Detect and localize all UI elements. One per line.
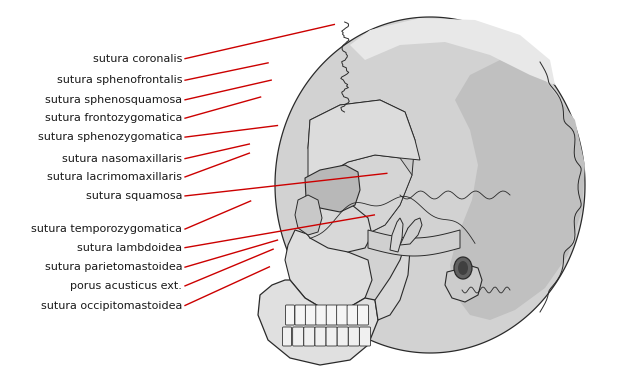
Polygon shape (445, 265, 482, 302)
Polygon shape (400, 218, 422, 245)
Polygon shape (375, 228, 410, 320)
FancyBboxPatch shape (282, 327, 291, 346)
Polygon shape (295, 195, 322, 235)
Text: sutura lacrimomaxillaris: sutura lacrimomaxillaris (48, 172, 182, 182)
Text: sutura sphenozygomatica: sutura sphenozygomatica (38, 132, 182, 142)
Text: sutura parietomastoidea: sutura parietomastoidea (45, 262, 182, 272)
Polygon shape (308, 100, 415, 235)
FancyBboxPatch shape (295, 305, 306, 325)
Text: sutura coronalis: sutura coronalis (93, 54, 182, 64)
Polygon shape (390, 218, 403, 252)
Polygon shape (305, 165, 360, 212)
FancyBboxPatch shape (326, 305, 338, 325)
Text: sutura temporozygomatica: sutura temporozygomatica (31, 224, 182, 234)
Text: sutura nasomaxillaris: sutura nasomaxillaris (62, 154, 182, 164)
Text: sutura squamosa: sutura squamosa (86, 191, 182, 201)
Text: sutura occipitomastoidea: sutura occipitomastoidea (41, 301, 182, 311)
FancyBboxPatch shape (304, 327, 315, 346)
Polygon shape (285, 230, 372, 310)
Ellipse shape (454, 257, 472, 279)
FancyBboxPatch shape (337, 305, 348, 325)
FancyBboxPatch shape (315, 327, 326, 346)
FancyBboxPatch shape (306, 305, 316, 325)
Polygon shape (275, 17, 585, 353)
FancyBboxPatch shape (338, 327, 348, 346)
FancyBboxPatch shape (286, 305, 294, 325)
Polygon shape (368, 230, 460, 256)
Text: porus acusticus ext.: porus acusticus ext. (71, 281, 182, 291)
FancyBboxPatch shape (347, 305, 358, 325)
Polygon shape (350, 18, 555, 85)
Text: sutura frontozygomatica: sutura frontozygomatica (45, 113, 182, 123)
FancyBboxPatch shape (292, 327, 304, 346)
Polygon shape (258, 280, 378, 365)
Polygon shape (308, 100, 420, 178)
FancyBboxPatch shape (348, 327, 359, 346)
FancyBboxPatch shape (357, 305, 369, 325)
FancyBboxPatch shape (359, 327, 371, 346)
Text: sutura sphenofrontalis: sutura sphenofrontalis (57, 75, 182, 85)
Polygon shape (308, 155, 412, 235)
Text: sutura lambdoidea: sutura lambdoidea (78, 243, 182, 253)
Text: sutura sphenosquamosa: sutura sphenosquamosa (45, 95, 182, 105)
FancyBboxPatch shape (326, 327, 337, 346)
Polygon shape (300, 200, 372, 252)
FancyBboxPatch shape (316, 305, 327, 325)
Ellipse shape (458, 261, 468, 275)
Polygon shape (450, 60, 585, 320)
